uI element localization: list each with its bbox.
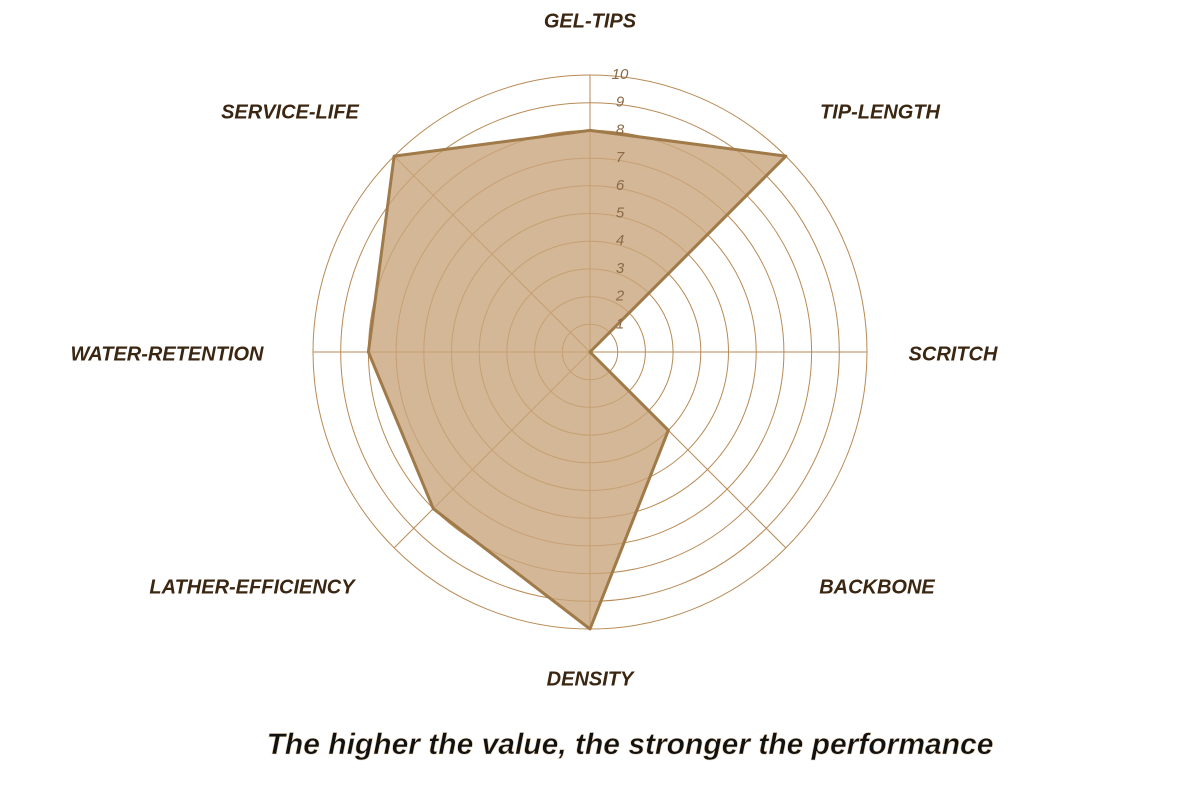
category-label: SCRITCH xyxy=(909,343,998,365)
r-tick-label: 2 xyxy=(615,288,625,305)
category-label: GEL-TIPS xyxy=(544,10,637,32)
r-tick-label: 8 xyxy=(616,121,625,138)
r-tick-label: 1 xyxy=(616,315,624,332)
category-label: BACKBONE xyxy=(819,576,935,598)
chart-subtitle: The higher the value, the stronger the p… xyxy=(267,728,994,761)
r-tick-label: 5 xyxy=(616,204,625,221)
category-label: DENSITY xyxy=(547,668,635,690)
category-label: SERVICE-LIFE xyxy=(221,101,359,123)
r-tick-label: 7 xyxy=(616,149,625,166)
r-tick-label: 10 xyxy=(612,66,629,83)
r-tick-label: 9 xyxy=(616,94,625,111)
category-label: LATHER-EFFICIENCY xyxy=(149,576,356,598)
r-tick-label: 6 xyxy=(616,177,625,194)
radar-area xyxy=(366,128,788,631)
r-tick-label: 3 xyxy=(616,260,625,277)
r-tick-label: 4 xyxy=(616,232,624,249)
category-label: TIP-LENGTH xyxy=(820,101,941,123)
category-label: WATER-RETENTION xyxy=(71,343,265,365)
